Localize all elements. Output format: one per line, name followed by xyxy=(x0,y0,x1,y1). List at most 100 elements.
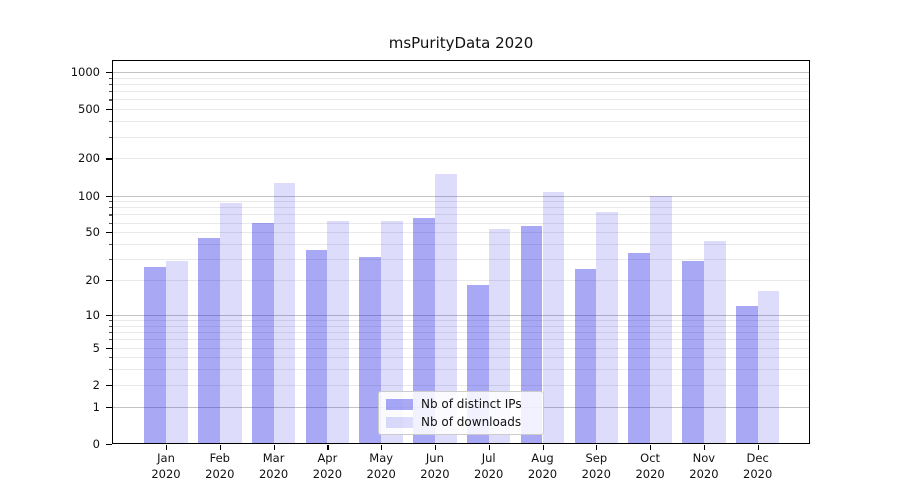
y-tick-mark xyxy=(106,158,112,160)
legend-label-distinct-ips: Nb of distinct IPs xyxy=(421,397,522,411)
y-tick-mark xyxy=(106,71,112,74)
y-tick-label: 5 xyxy=(92,340,100,355)
gridline-minor xyxy=(112,121,810,123)
bar-nb-of-distinct-ips-apr xyxy=(305,249,328,444)
legend-swatch-downloads xyxy=(386,416,413,428)
x-tick-label-nov: Nov 2020 xyxy=(689,451,719,481)
y-tick-mark xyxy=(106,195,112,197)
bar-nb-of-distinct-ips-jun xyxy=(413,218,435,444)
bar-nb-of-downloads-oct xyxy=(650,195,672,444)
x-tick-mark xyxy=(434,445,437,450)
y-tick-label: 10 xyxy=(85,307,100,322)
y-minor-tick-mark xyxy=(109,320,112,322)
y-minor-tick-mark xyxy=(109,339,112,341)
x-tick-label-apr: Apr 2020 xyxy=(312,451,343,481)
x-tick-mark xyxy=(327,445,329,450)
y-minor-tick-mark xyxy=(109,136,112,138)
bar-nb-of-distinct-ips-nov xyxy=(682,260,704,444)
gridline-major xyxy=(112,71,810,73)
y-tick-mark xyxy=(106,280,112,282)
x-tick-mark xyxy=(219,445,221,450)
y-minor-tick-mark xyxy=(109,259,112,261)
y-minor-tick-mark xyxy=(109,121,112,123)
legend-entry-downloads: Nb of downloads xyxy=(386,415,535,429)
x-tick-label-aug: Aug 2020 xyxy=(527,451,558,481)
gridline-minor xyxy=(112,244,810,245)
gridline-minor xyxy=(112,83,810,85)
y-tick-mark xyxy=(106,444,112,446)
y-minor-tick-mark xyxy=(109,83,112,86)
x-tick-label-mar: Mar 2020 xyxy=(258,451,289,481)
x-tick-label-oct: Oct 2020 xyxy=(635,451,665,481)
x-tick-label-jun: Jun 2020 xyxy=(420,451,450,481)
gridline-minor xyxy=(112,214,810,216)
bar-nb-of-downloads-jul xyxy=(488,229,511,444)
y-minor-tick-mark xyxy=(109,222,112,224)
y-tick-mark xyxy=(106,232,112,234)
x-tick-mark xyxy=(381,445,383,450)
y-minor-tick-mark xyxy=(109,325,112,327)
x-tick-label-dec: Dec 2020 xyxy=(743,451,773,481)
x-tick-mark xyxy=(596,445,598,450)
x-tick-mark xyxy=(273,445,275,450)
bar-nb-of-distinct-ips-feb xyxy=(198,237,220,444)
x-tick-mark xyxy=(488,445,490,450)
gridline-minor xyxy=(112,77,810,79)
gridline-minor xyxy=(112,109,810,111)
y-minor-tick-mark xyxy=(109,357,112,359)
gridline-minor xyxy=(112,259,810,261)
y-tick-label: 500 xyxy=(78,102,100,117)
x-tick-mark xyxy=(650,445,652,450)
y-tick-mark xyxy=(106,347,112,349)
gridline-major xyxy=(112,195,810,197)
gridline-major xyxy=(112,314,810,316)
y-minor-tick-mark xyxy=(109,332,112,334)
gridline-minor xyxy=(112,280,810,281)
bar-nb-of-downloads-dec xyxy=(757,291,780,444)
gridline-minor xyxy=(112,91,810,93)
y-tick-label: 200 xyxy=(78,151,100,166)
bar-nb-of-distinct-ips-sep xyxy=(574,268,597,444)
y-minor-tick-mark xyxy=(109,77,112,79)
y-minor-tick-mark xyxy=(109,214,112,216)
y-tick-mark xyxy=(106,314,112,317)
x-tick-label-sep: Sep 2020 xyxy=(581,451,611,481)
bar-nb-of-downloads-jan xyxy=(166,260,188,444)
bar-nb-of-downloads-feb xyxy=(219,202,242,444)
y-tick-label: 2 xyxy=(92,377,100,392)
gridline-minor xyxy=(112,222,810,224)
gridline-minor xyxy=(112,232,810,234)
y-tick-label: 50 xyxy=(85,225,100,240)
x-tick-label-may: May 2020 xyxy=(366,451,396,481)
gridline-minor xyxy=(112,384,810,386)
gridline-minor xyxy=(112,99,810,101)
bar-nb-of-downloads-may xyxy=(381,220,403,444)
bar-nb-of-distinct-ips-aug xyxy=(520,226,543,444)
gridline-minor xyxy=(112,332,810,333)
gridline-minor xyxy=(112,357,810,359)
bar-nb-of-distinct-ips-dec xyxy=(735,305,758,444)
x-tick-label-feb: Feb 2020 xyxy=(205,451,235,481)
y-minor-tick-mark xyxy=(109,369,112,371)
legend-entry-distinct-ips: Nb of distinct IPs xyxy=(386,397,535,411)
bar-nb-of-downloads-apr xyxy=(327,220,350,444)
bar-nb-of-downloads-sep xyxy=(596,212,619,444)
bar-nb-of-distinct-ips-may xyxy=(359,257,382,444)
y-tick-mark xyxy=(106,406,112,408)
bar-nb-of-distinct-ips-oct xyxy=(628,252,651,444)
legend-label-downloads: Nb of downloads xyxy=(421,415,522,429)
bar-nb-of-downloads-mar xyxy=(273,183,296,444)
legend: Nb of distinct IPs Nb of downloads xyxy=(378,391,544,435)
gridline-minor xyxy=(112,339,810,341)
x-tick-mark xyxy=(757,445,759,450)
y-tick-label: 1000 xyxy=(70,64,100,79)
gridline-minor xyxy=(112,201,810,203)
y-tick-mark xyxy=(106,109,112,111)
gridline-minor xyxy=(112,136,810,138)
gridline-minor xyxy=(112,158,810,160)
y-minor-tick-mark xyxy=(109,207,112,209)
y-minor-tick-mark xyxy=(109,201,112,203)
